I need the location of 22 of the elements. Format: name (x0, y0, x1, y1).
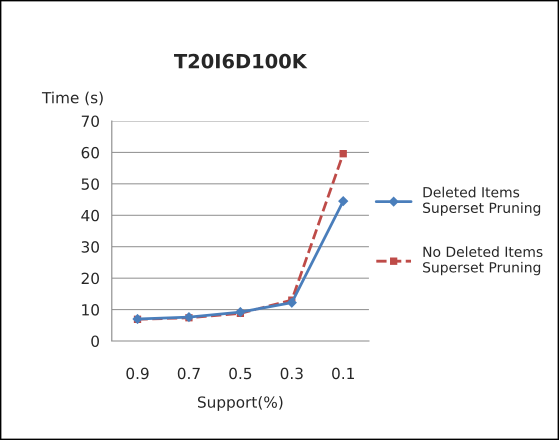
x-tick-label: 0.3 (280, 368, 303, 380)
y-tick-label: 40 (81, 210, 99, 222)
y-tick-label: 50 (82, 178, 99, 190)
x-axis-title: Support(%) (198, 396, 282, 411)
y-tick-label: 0 (91, 335, 99, 348)
legend-label: Deleted Items Superset Pruning (423, 186, 540, 216)
point (338, 196, 348, 206)
y-tick-label: 10 (82, 304, 99, 316)
chart-title: T20I6D100K (174, 54, 308, 68)
y-tick-label: 20 (82, 272, 99, 284)
point (340, 150, 347, 158)
point (235, 307, 246, 318)
x-tick-label: 0.5 (229, 368, 252, 380)
x-tick-label: 0.9 (126, 368, 149, 380)
point (286, 298, 297, 308)
y-axis-title: Time (s) (42, 92, 103, 106)
y-tick-label: 30 (82, 241, 99, 253)
y-tick-label: 70 (82, 115, 99, 128)
x-tick-label: 0.1 (332, 368, 354, 380)
x-tick-label: 0.7 (178, 368, 200, 380)
y-tick-label: 60 (82, 146, 99, 158)
legend-label: No Deleted Items Superset Pruning (423, 246, 542, 276)
